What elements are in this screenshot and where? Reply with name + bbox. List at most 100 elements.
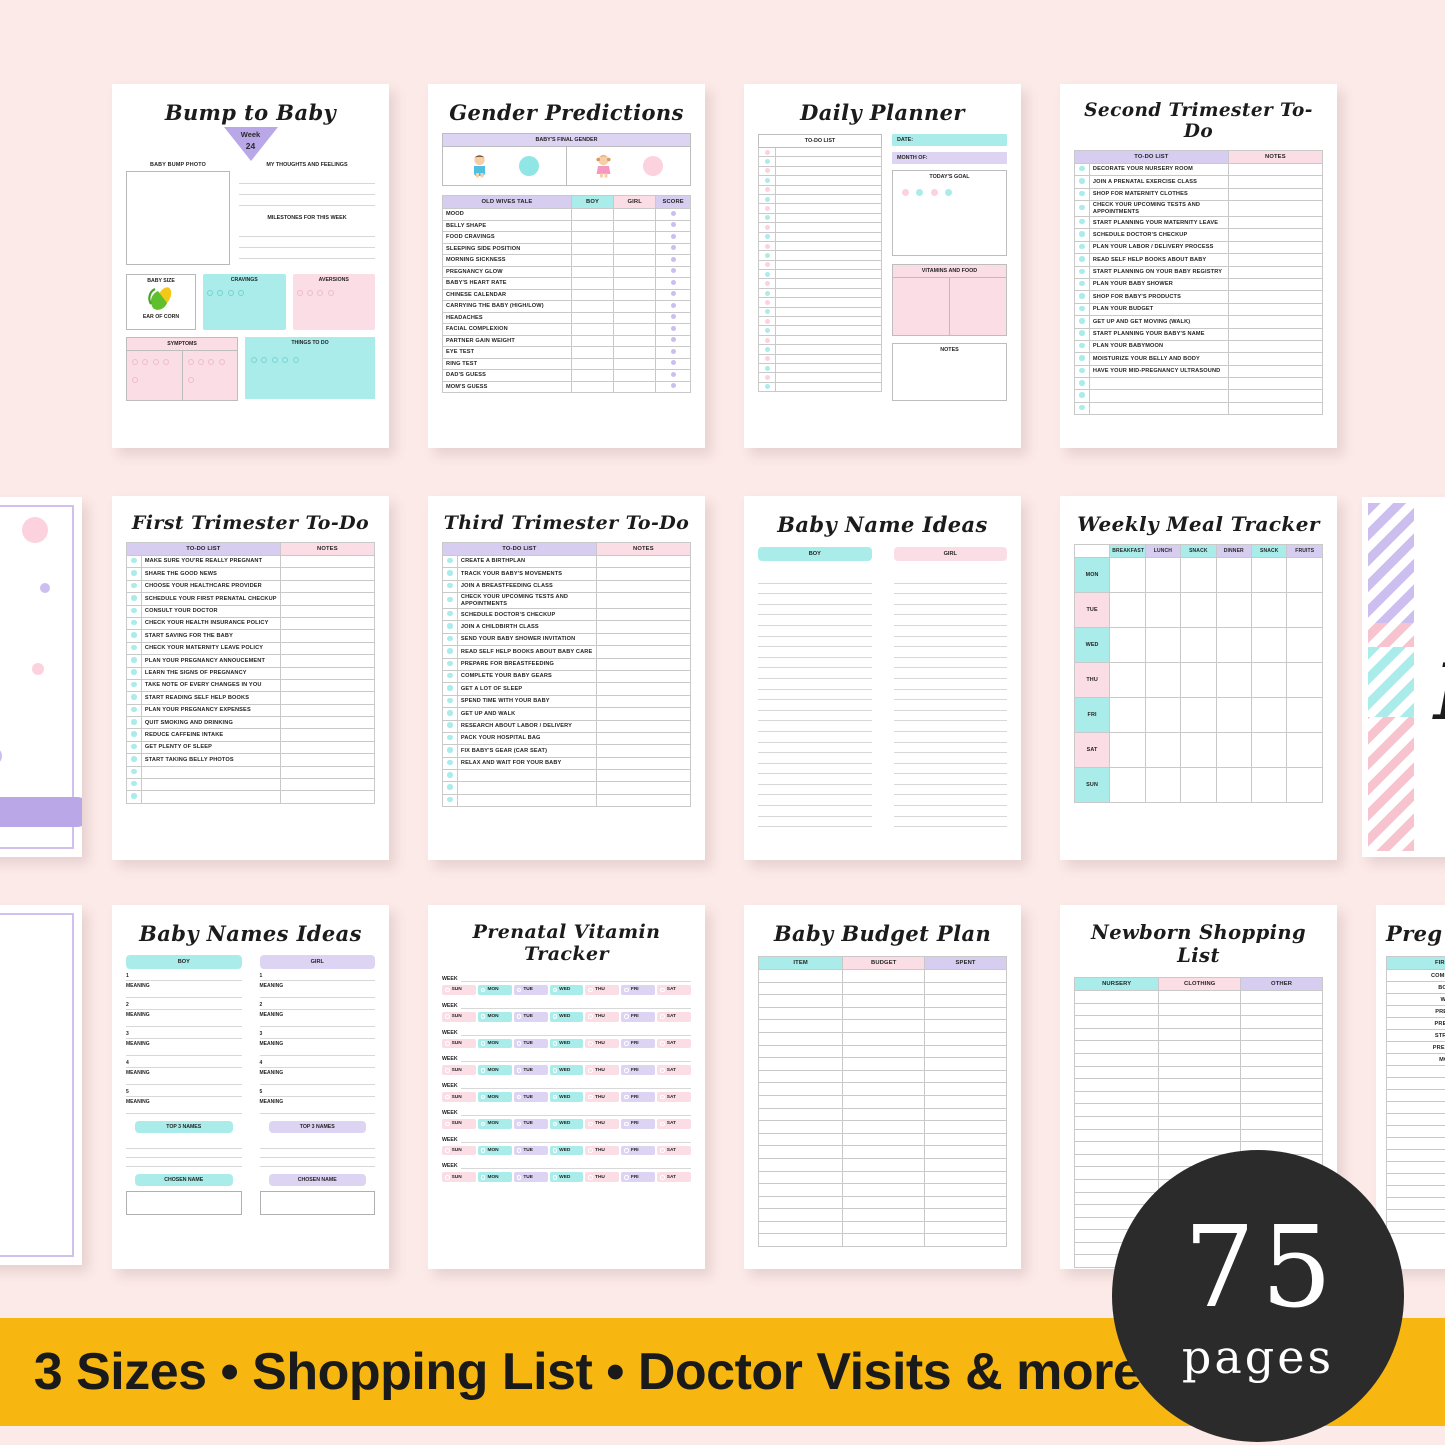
table-row[interactable] bbox=[757, 1145, 1007, 1159]
checkbox-dot[interactable] bbox=[1079, 355, 1085, 361]
table-row[interactable]: DAD'S GUESS bbox=[442, 369, 691, 382]
table-row[interactable]: RELAX AND WAIT FOR YOUR BABY bbox=[442, 756, 692, 771]
day-chip[interactable]: FRI bbox=[621, 1011, 656, 1022]
cell[interactable] bbox=[757, 1183, 844, 1197]
week-row[interactable]: WEEK SUN MON TUE WED THU FRI SAT bbox=[442, 1162, 692, 1183]
meal-cell[interactable] bbox=[1215, 697, 1253, 733]
checkbox-dot[interactable] bbox=[447, 648, 453, 654]
cell[interactable] bbox=[842, 1145, 926, 1159]
table-row[interactable]: PLAN YOUR BUDGET bbox=[1074, 302, 1324, 317]
table-row[interactable] bbox=[757, 1195, 1007, 1210]
table-row[interactable]: BODY PILLO bbox=[1386, 981, 1445, 994]
boy-cell[interactable] bbox=[570, 219, 615, 232]
checkbox-dot[interactable] bbox=[1079, 178, 1085, 184]
day-checkbox[interactable] bbox=[480, 1148, 486, 1153]
meaning-line[interactable] bbox=[126, 1105, 242, 1114]
cell[interactable] bbox=[842, 1220, 926, 1235]
name-line[interactable] bbox=[758, 647, 872, 658]
meaning-line[interactable] bbox=[259, 989, 375, 998]
table-row[interactable]: EYE TEST bbox=[442, 346, 691, 359]
cell[interactable] bbox=[1386, 1221, 1445, 1234]
notes-cell[interactable] bbox=[1227, 277, 1324, 292]
checkbox-dot[interactable] bbox=[447, 685, 453, 691]
table-row[interactable]: CREATE A BIRTHPLAN bbox=[442, 554, 692, 569]
meal-cell[interactable] bbox=[1144, 767, 1182, 803]
day-checkbox[interactable] bbox=[624, 1121, 629, 1127]
table-row[interactable]: RESEARCH ABOUT LABOR / DELIVERY bbox=[442, 719, 692, 733]
notes-cell[interactable] bbox=[1227, 364, 1324, 379]
day-checkbox[interactable] bbox=[624, 1041, 629, 1046]
meal-cell[interactable] bbox=[1109, 767, 1146, 803]
day-checkbox[interactable] bbox=[480, 987, 486, 993]
name-line[interactable] bbox=[758, 679, 872, 690]
page-prenatal-vitamin-tracker[interactable]: Prenatal Vitamin Tracker WEEK SUN MON TUE WE… bbox=[428, 905, 705, 1269]
cell[interactable] bbox=[842, 969, 926, 983]
table-row[interactable] bbox=[1386, 1113, 1445, 1126]
table-row[interactable]: PREGNANCY JO bbox=[1386, 1041, 1445, 1054]
notes-cell[interactable] bbox=[595, 592, 692, 610]
checkbox-dot[interactable] bbox=[1079, 190, 1085, 197]
checkbox-dot[interactable] bbox=[764, 234, 770, 240]
day-chip[interactable]: MON bbox=[477, 1118, 512, 1129]
table-row[interactable]: JOIN A BREASTFEEDING CLASS bbox=[442, 579, 692, 594]
table-row[interactable] bbox=[757, 1233, 1007, 1248]
name-line[interactable] bbox=[126, 1008, 242, 1010]
todo-row[interactable] bbox=[758, 213, 882, 224]
page-third-trimester-todo[interactable]: Third Trimester To-Do TO-DO LIST NOTES C… bbox=[428, 496, 705, 860]
table-row[interactable]: SHARE THE GOOD NEWS bbox=[126, 567, 376, 581]
notes-cell[interactable] bbox=[1227, 389, 1324, 403]
check-cell[interactable] bbox=[442, 781, 458, 795]
notes-cell[interactable] bbox=[279, 765, 376, 780]
day-checkbox[interactable] bbox=[660, 987, 665, 993]
day-checkbox[interactable] bbox=[516, 1014, 522, 1019]
checkbox-dot[interactable] bbox=[1079, 367, 1085, 374]
checkbox-dot[interactable] bbox=[1079, 318, 1085, 324]
day-checkbox[interactable] bbox=[480, 1041, 486, 1046]
cell[interactable] bbox=[842, 981, 926, 996]
checkbox-dot[interactable] bbox=[670, 279, 676, 285]
cell[interactable] bbox=[842, 1006, 926, 1021]
name-line[interactable] bbox=[893, 817, 1007, 828]
table-row[interactable] bbox=[126, 778, 376, 792]
check-cell[interactable] bbox=[442, 756, 458, 771]
checkbox-dot[interactable] bbox=[131, 768, 137, 775]
table-row[interactable] bbox=[1073, 1090, 1323, 1105]
checkbox-dot[interactable] bbox=[1079, 165, 1085, 172]
name-line[interactable] bbox=[758, 615, 872, 626]
cell[interactable] bbox=[924, 981, 1007, 996]
table-row[interactable]: PARTNER GAIN WEIGHT bbox=[442, 334, 691, 347]
checkbox-dot[interactable] bbox=[764, 375, 770, 381]
week-number-line[interactable] bbox=[460, 975, 691, 982]
check-cell[interactable] bbox=[1074, 277, 1090, 292]
name-line[interactable] bbox=[893, 658, 1007, 669]
girl-name-lines[interactable] bbox=[893, 573, 1007, 828]
cell[interactable] bbox=[1386, 1065, 1445, 1078]
cell[interactable] bbox=[924, 1195, 1007, 1210]
cell[interactable] bbox=[1158, 1027, 1242, 1042]
day-chip[interactable]: TUE bbox=[513, 1038, 548, 1049]
table-row[interactable]: STRETCH MAR bbox=[1386, 1029, 1445, 1042]
check-cell[interactable] bbox=[1074, 240, 1090, 255]
cell[interactable] bbox=[1158, 1115, 1242, 1130]
week-row[interactable]: WEEK SUN MON TUE WED THU FRI SAT bbox=[442, 1136, 692, 1156]
day-chip[interactable]: TUE bbox=[513, 1065, 548, 1076]
cell[interactable] bbox=[924, 1019, 1007, 1033]
check-cell[interactable] bbox=[126, 765, 142, 780]
checkbox-dot[interactable] bbox=[670, 233, 676, 239]
cell[interactable] bbox=[1240, 1027, 1323, 1042]
meal-cell[interactable] bbox=[1215, 767, 1253, 803]
girl-cell[interactable] bbox=[613, 288, 657, 301]
boy-cell[interactable] bbox=[570, 265, 615, 278]
meal-cell[interactable] bbox=[1109, 627, 1146, 663]
table-row[interactable] bbox=[126, 765, 376, 780]
day-checkbox[interactable] bbox=[480, 1014, 486, 1019]
meal-cell[interactable] bbox=[1144, 627, 1182, 663]
day-chip[interactable]: FRI bbox=[621, 1118, 656, 1129]
checkbox-dot[interactable] bbox=[764, 356, 770, 362]
cell[interactable] bbox=[924, 1170, 1007, 1185]
table-row[interactable] bbox=[757, 1006, 1007, 1021]
checkbox-dot[interactable] bbox=[670, 360, 676, 366]
cell[interactable] bbox=[1240, 1115, 1323, 1130]
name-line[interactable] bbox=[893, 615, 1007, 626]
day-checkbox[interactable] bbox=[552, 1067, 558, 1073]
